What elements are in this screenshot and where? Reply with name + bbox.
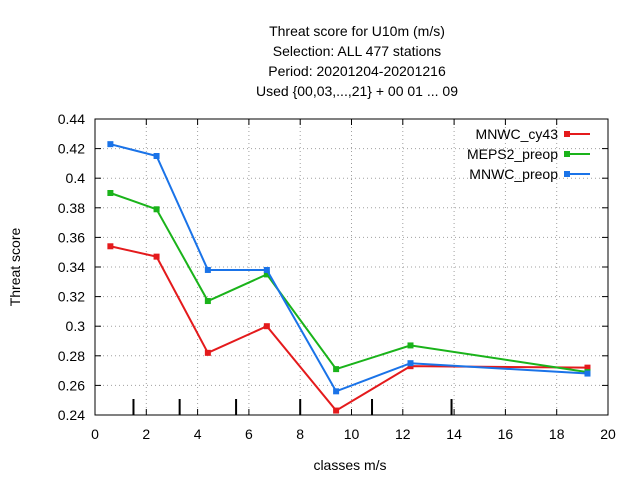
data-point [153, 206, 160, 213]
legend-label: MNWC_cy43 [476, 126, 559, 142]
y-tick-label: 0.32 [58, 289, 85, 305]
x-tick-label: 14 [446, 426, 462, 442]
y-axis-label: Threat score [7, 227, 23, 306]
y-tick-label: 0.3 [66, 318, 86, 334]
y-tick-label: 0.42 [58, 141, 85, 157]
data-point [333, 388, 340, 395]
data-point [333, 366, 340, 373]
chart-title: Threat score for U10m (m/s) Selection: A… [256, 23, 458, 99]
series-line [110, 192, 588, 374]
title-line-2: Selection: ALL 477 stations [273, 43, 441, 59]
data-point [153, 153, 160, 159]
legend-label: MEPS2_preop [467, 146, 558, 162]
data-point [584, 370, 591, 377]
data-point [204, 266, 211, 273]
title-line-4: Used {00,03,...,21} + 00 01 ... 09 [256, 83, 458, 99]
legend-label: MNWC_preop [469, 166, 558, 182]
y-tick-label: 0.26 [58, 377, 85, 393]
x-tick-label: 8 [296, 426, 304, 442]
series-layer [107, 141, 591, 414]
x-tick-label: 12 [395, 426, 411, 442]
x-tick-label: 18 [549, 426, 565, 442]
title-line-1: Threat score for U10m (m/s) [269, 23, 445, 39]
x-tick-label: 6 [245, 426, 253, 442]
x-axis-label: classes m/s [313, 457, 386, 473]
title-line-3: Period: 20201204-20201216 [268, 63, 446, 79]
x-axis-ticks: 0 2 4 6 8 10 12 14 16 18 20 [91, 119, 616, 442]
y-tick-label: 0.38 [58, 200, 85, 216]
y-tick-label: 0.28 [58, 348, 85, 364]
data-point [263, 271, 270, 278]
x-tick-label: 4 [194, 426, 202, 442]
data-point [263, 266, 270, 273]
data-point [584, 364, 591, 371]
y-tick-label: 0.24 [58, 407, 85, 423]
data-point [107, 190, 114, 196]
legend-swatch-marker [564, 131, 570, 137]
y-tick-label: 0.34 [58, 259, 85, 275]
x-tick-label: 2 [142, 426, 150, 442]
series-MNWC_preop [107, 141, 591, 395]
y-tick-label: 0.36 [58, 229, 85, 245]
x-tick-label: 20 [600, 426, 616, 442]
series-MNWC_cy43 [107, 243, 591, 414]
x-tick-label: 10 [344, 426, 360, 442]
data-point [107, 243, 114, 250]
data-point [107, 141, 114, 148]
y-axis-ticks: 0.24 0.26 0.28 0.3 0.32 0.34 0.36 0.38 0.4 0.42 0.… [58, 111, 608, 423]
data-point [263, 323, 270, 330]
legend: MNWC_cy43 MEPS2_preop MNWC_preop [467, 126, 590, 182]
data-point [204, 298, 211, 305]
legend-swatch-marker [564, 171, 570, 177]
y-tick-label: 0.4 [66, 170, 86, 186]
data-point [204, 349, 211, 356]
data-point [407, 342, 414, 349]
data-point [333, 407, 340, 414]
y-tick-label: 0.44 [58, 111, 85, 127]
x-tick-label: 0 [91, 426, 99, 442]
x-tick-label: 16 [498, 426, 514, 442]
data-point [407, 360, 414, 367]
data-point [153, 253, 160, 260]
series-MEPS2_preop [107, 190, 591, 376]
legend-swatch-marker [564, 151, 570, 157]
class-boundary-marks [132, 399, 453, 415]
